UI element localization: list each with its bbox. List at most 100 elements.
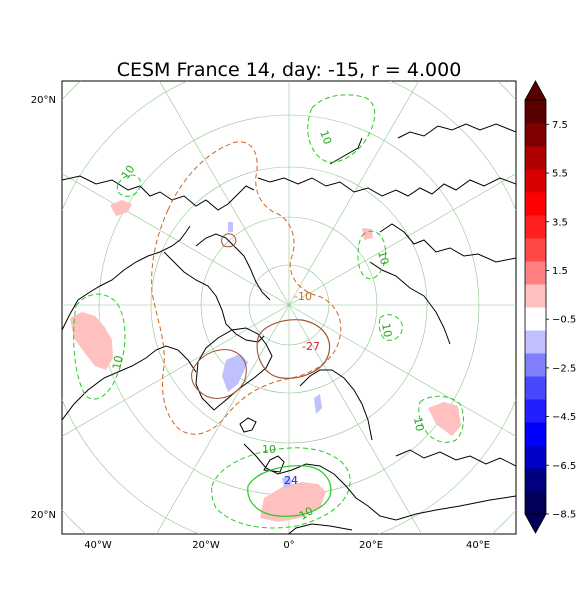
- coast-kara: [369, 261, 451, 345]
- contour-label: 10: [110, 354, 125, 370]
- shade-neg-europe: [282, 476, 292, 488]
- colorbar-segment: [525, 491, 546, 515]
- colorbar-extend-min: [524, 513, 547, 534]
- contour-label: 10: [411, 416, 426, 432]
- coastlines: [62, 123, 516, 534]
- lon-label: 40°E: [466, 540, 490, 551]
- anomaly-shading: [70, 200, 461, 522]
- lon-label: 20°E: [359, 540, 383, 551]
- contour-pos-10-alaska: [116, 174, 141, 197]
- coast-na-east: [62, 345, 197, 421]
- contour-pos-10-north: [307, 94, 376, 163]
- contours: [73, 94, 464, 529]
- colorbar-segment: [525, 215, 546, 239]
- colorbar-segment: [525, 284, 546, 308]
- coast-scandinavia: [299, 369, 373, 441]
- shade-neg-scand: [314, 394, 322, 414]
- colorbar-segment: [525, 376, 546, 400]
- coast-chukotka: [397, 123, 516, 139]
- contour-label: 10: [379, 322, 394, 338]
- colorbar-tick-label: 5.5: [552, 169, 568, 180]
- axis-labels: 20°N 20°N 40°W 20°W 0° 20°E 40°E: [31, 95, 490, 551]
- meridian-120w: [62, 173, 290, 306]
- colorbar-tick-label: 7.5: [552, 120, 568, 131]
- coast-med: [287, 523, 353, 534]
- contour-label: 10: [262, 443, 276, 456]
- contour-label: -10: [294, 290, 312, 303]
- contour-pos-10-siberia: [357, 230, 387, 280]
- coast-central-asia: [379, 223, 516, 263]
- coast-uk: [263, 455, 285, 473]
- meridian-60e: [288, 304, 516, 437]
- coast-iceland: [239, 417, 257, 433]
- lon-label: 40°W: [84, 540, 112, 551]
- colorbar-segment: [525, 169, 546, 193]
- contour-neg-20-greenland: [191, 349, 247, 399]
- colorbar-segment: [525, 146, 546, 170]
- contour-label: 10: [375, 249, 391, 266]
- colorbar-tick-label: 1.5: [552, 266, 568, 277]
- shade-pos-alaska: [110, 200, 132, 216]
- shade-pos-na: [70, 312, 113, 370]
- meridian-150w: [159, 81, 290, 306]
- lon-label: 20°W: [192, 540, 220, 551]
- coast-east-siberia: [329, 137, 363, 165]
- lat-label: 20°N: [31, 95, 56, 106]
- contour-neg-10-arctic: [151, 141, 342, 435]
- contour-label: 10: [297, 504, 316, 522]
- coast-siberia: [257, 177, 516, 197]
- colorbar-segment: [525, 123, 546, 147]
- colorbar-segment: [525, 192, 546, 216]
- contour-label: -27: [302, 340, 320, 353]
- colorbar-segment: [525, 307, 546, 331]
- colorbar-segment: [525, 330, 546, 354]
- colorbar-frame: [524, 99, 547, 515]
- colorbar-segment: [525, 353, 546, 377]
- colorbar-tick-label: −8.5: [552, 510, 576, 521]
- colorbar-tick-label: −0.5: [552, 315, 576, 326]
- coast-archipelago: [195, 233, 271, 301]
- contour-label: 24: [284, 474, 298, 487]
- meridian-30e: [288, 304, 422, 534]
- coast-alaska-arctic: [62, 175, 255, 211]
- contour-pos-10-europe: [211, 447, 351, 529]
- coast-na-west: [62, 225, 191, 331]
- colorbar-segment: [525, 445, 546, 469]
- colorbar-segment: [525, 468, 546, 492]
- contour-label: 10: [317, 129, 334, 147]
- meridian-150e: [288, 81, 419, 306]
- coast-greenland: [195, 327, 273, 411]
- contour-pos-20-europe: [247, 465, 332, 517]
- coast-europe: [243, 443, 516, 521]
- colorbar-tick-label: 3.5: [552, 217, 568, 228]
- contour-pos-10-asia: [418, 395, 464, 443]
- colorbar-segment: [525, 422, 546, 446]
- meridian-120e: [288, 173, 516, 306]
- coast-asia-south: [395, 449, 516, 467]
- contour-pos-10-kara: [378, 314, 403, 341]
- lon-label: 0°: [283, 540, 294, 551]
- colorbar-tick-label: −4.5: [552, 412, 576, 423]
- lat-label: 20°N: [31, 510, 56, 521]
- colorbar-segment: [525, 261, 546, 285]
- shade-neg-greenland: [222, 354, 248, 392]
- meridian-60w: [62, 304, 290, 437]
- shade-neg-small: [228, 222, 233, 232]
- meridian-30w: [156, 304, 290, 534]
- colorbar-segment: [525, 399, 546, 423]
- contour-neg-20-small: [221, 233, 237, 248]
- colorbar: 7.5 5.5 3.5 1.5 −0.5 −2.5 −4.5 −6.5 −8.5: [524, 80, 576, 534]
- coast-hudson: [163, 251, 265, 343]
- colorbar-tick-label: −2.5: [552, 363, 576, 374]
- colorbar-tick-label: −6.5: [552, 461, 576, 472]
- chart-title: CESM France 14, day: -15, r = 4.000: [117, 59, 462, 81]
- shade-pos-asia: [428, 402, 461, 436]
- contour-pos-10-na: [73, 293, 126, 400]
- contour-neg-20-pole: [256, 319, 331, 379]
- colorbar-segment: [525, 100, 546, 124]
- colorbar-extend-max: [524, 80, 547, 101]
- colorbar-segment: [525, 238, 546, 262]
